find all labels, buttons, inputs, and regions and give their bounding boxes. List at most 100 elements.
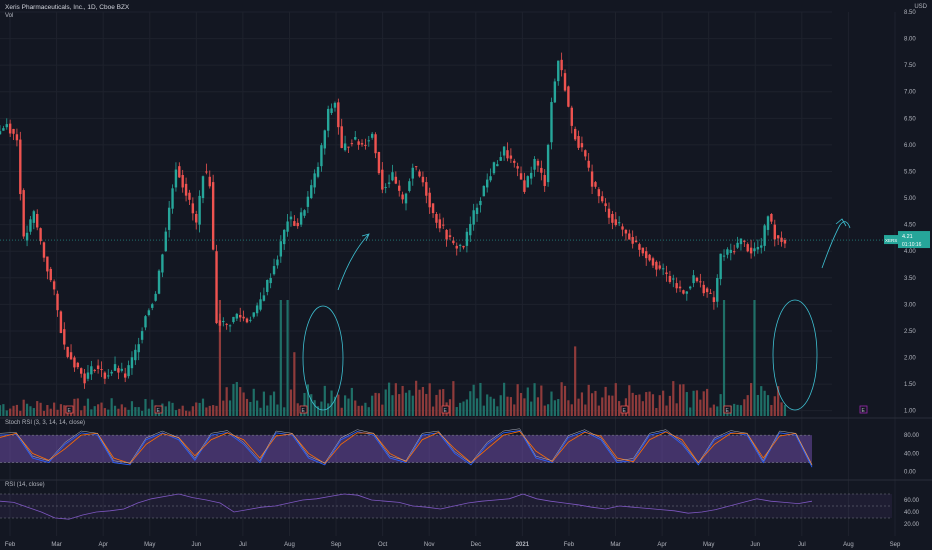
- volume-bar: [553, 400, 556, 416]
- volume-bar: [773, 396, 776, 416]
- candle-body: [255, 305, 259, 314]
- candle-body: [164, 231, 167, 252]
- x-tick-label: Jun: [191, 542, 201, 548]
- volume-bar: [90, 409, 93, 416]
- volume-bar: [753, 300, 756, 416]
- candle-body: [130, 357, 134, 369]
- candle-body: [584, 150, 587, 157]
- candle-body: [563, 73, 567, 91]
- volume-bar: [675, 403, 678, 416]
- x-tick-label: Dec: [470, 542, 481, 548]
- candle-body: [201, 176, 205, 199]
- candle-body: [178, 166, 181, 178]
- candle-body: [658, 265, 661, 269]
- candle-body: [590, 171, 594, 187]
- y-tick-label: 4.50: [904, 223, 916, 229]
- volume-bar: [614, 383, 617, 416]
- y-tick-label: 7.00: [904, 90, 916, 96]
- volume-bar: [239, 387, 242, 416]
- volume-bar: [489, 396, 492, 416]
- volume-bar: [567, 400, 570, 416]
- volume-bar: [168, 401, 171, 416]
- stoch-band: [0, 435, 812, 463]
- candle-body: [19, 139, 22, 195]
- volume-bar: [333, 396, 337, 416]
- volume-bar: [80, 410, 83, 416]
- volume-bar: [750, 383, 753, 416]
- svg-text:E: E: [302, 408, 306, 414]
- candle-body: [465, 231, 469, 246]
- candle-body: [100, 369, 103, 371]
- candle-body: [577, 136, 580, 148]
- volume-bar: [29, 406, 32, 416]
- candle-body: [211, 182, 215, 250]
- svg-text:E: E: [157, 408, 161, 414]
- svg-text:E: E: [68, 408, 72, 414]
- candle-body: [276, 259, 279, 266]
- symbol-badge: [884, 235, 898, 245]
- x-tick-label: Sep: [890, 542, 901, 548]
- volume-bar: [431, 406, 435, 416]
- candle-body: [682, 290, 685, 294]
- candle-body: [783, 240, 787, 244]
- candle-body: [279, 241, 283, 257]
- volume-bar: [631, 392, 634, 416]
- volume-bar: [736, 404, 739, 416]
- candle-body: [8, 123, 12, 134]
- volume-bar: [597, 405, 600, 416]
- volume-bar: [276, 404, 279, 416]
- stoch-rsi-title: Stoch RSI (3, 3, 14, 14, close): [5, 420, 86, 426]
- volume-bar: [783, 405, 787, 416]
- volume-bar: [651, 394, 655, 416]
- candle-body: [52, 281, 56, 290]
- y-tick-label: 6.50: [904, 116, 916, 122]
- volume-bar: [530, 401, 533, 416]
- candle-body: [685, 291, 689, 294]
- volume-bar: [0, 405, 2, 416]
- volume-bar: [665, 405, 668, 416]
- candle-body: [689, 286, 692, 289]
- candle-body: [208, 176, 211, 187]
- y-tick-label: 2.50: [904, 329, 916, 335]
- candle-body: [90, 366, 93, 375]
- candle-body: [22, 190, 25, 237]
- candle-body: [601, 196, 604, 202]
- candle-body: [705, 288, 709, 293]
- candle-body: [604, 203, 607, 207]
- x-tick-label: Apr: [98, 542, 107, 548]
- x-tick-label: Mar: [51, 542, 61, 548]
- candle-body: [445, 229, 448, 240]
- volume-bar: [672, 381, 675, 416]
- volume-bar: [73, 398, 76, 416]
- volume-bar: [93, 406, 96, 416]
- volume-bar: [296, 403, 299, 416]
- candle-body: [316, 166, 320, 177]
- candle-body: [418, 171, 421, 177]
- candle-body: [621, 226, 624, 230]
- volume-bar: [110, 398, 113, 416]
- volume-bar: [387, 382, 391, 416]
- volume-bar: [5, 410, 8, 416]
- candle-body: [32, 211, 36, 223]
- candle-body: [580, 143, 584, 148]
- candle-body: [269, 277, 272, 284]
- candle-body: [42, 242, 46, 258]
- volume-bar: [766, 395, 770, 416]
- volume-bar: [242, 392, 245, 416]
- candle-body: [242, 316, 245, 319]
- volume-bar: [641, 401, 644, 416]
- candle-body: [289, 216, 293, 220]
- candle-body: [259, 299, 262, 310]
- candle-body: [310, 185, 313, 199]
- volume-bar: [327, 403, 330, 416]
- volume-bar: [415, 380, 418, 416]
- candle-body: [370, 133, 374, 138]
- volume-bar: [289, 389, 293, 416]
- volume-bar: [97, 404, 100, 416]
- candle-body: [86, 372, 90, 379]
- volume-bar: [330, 390, 333, 416]
- volume-bar: [262, 391, 265, 416]
- volume-bar: [699, 399, 702, 416]
- candle-body: [442, 224, 445, 226]
